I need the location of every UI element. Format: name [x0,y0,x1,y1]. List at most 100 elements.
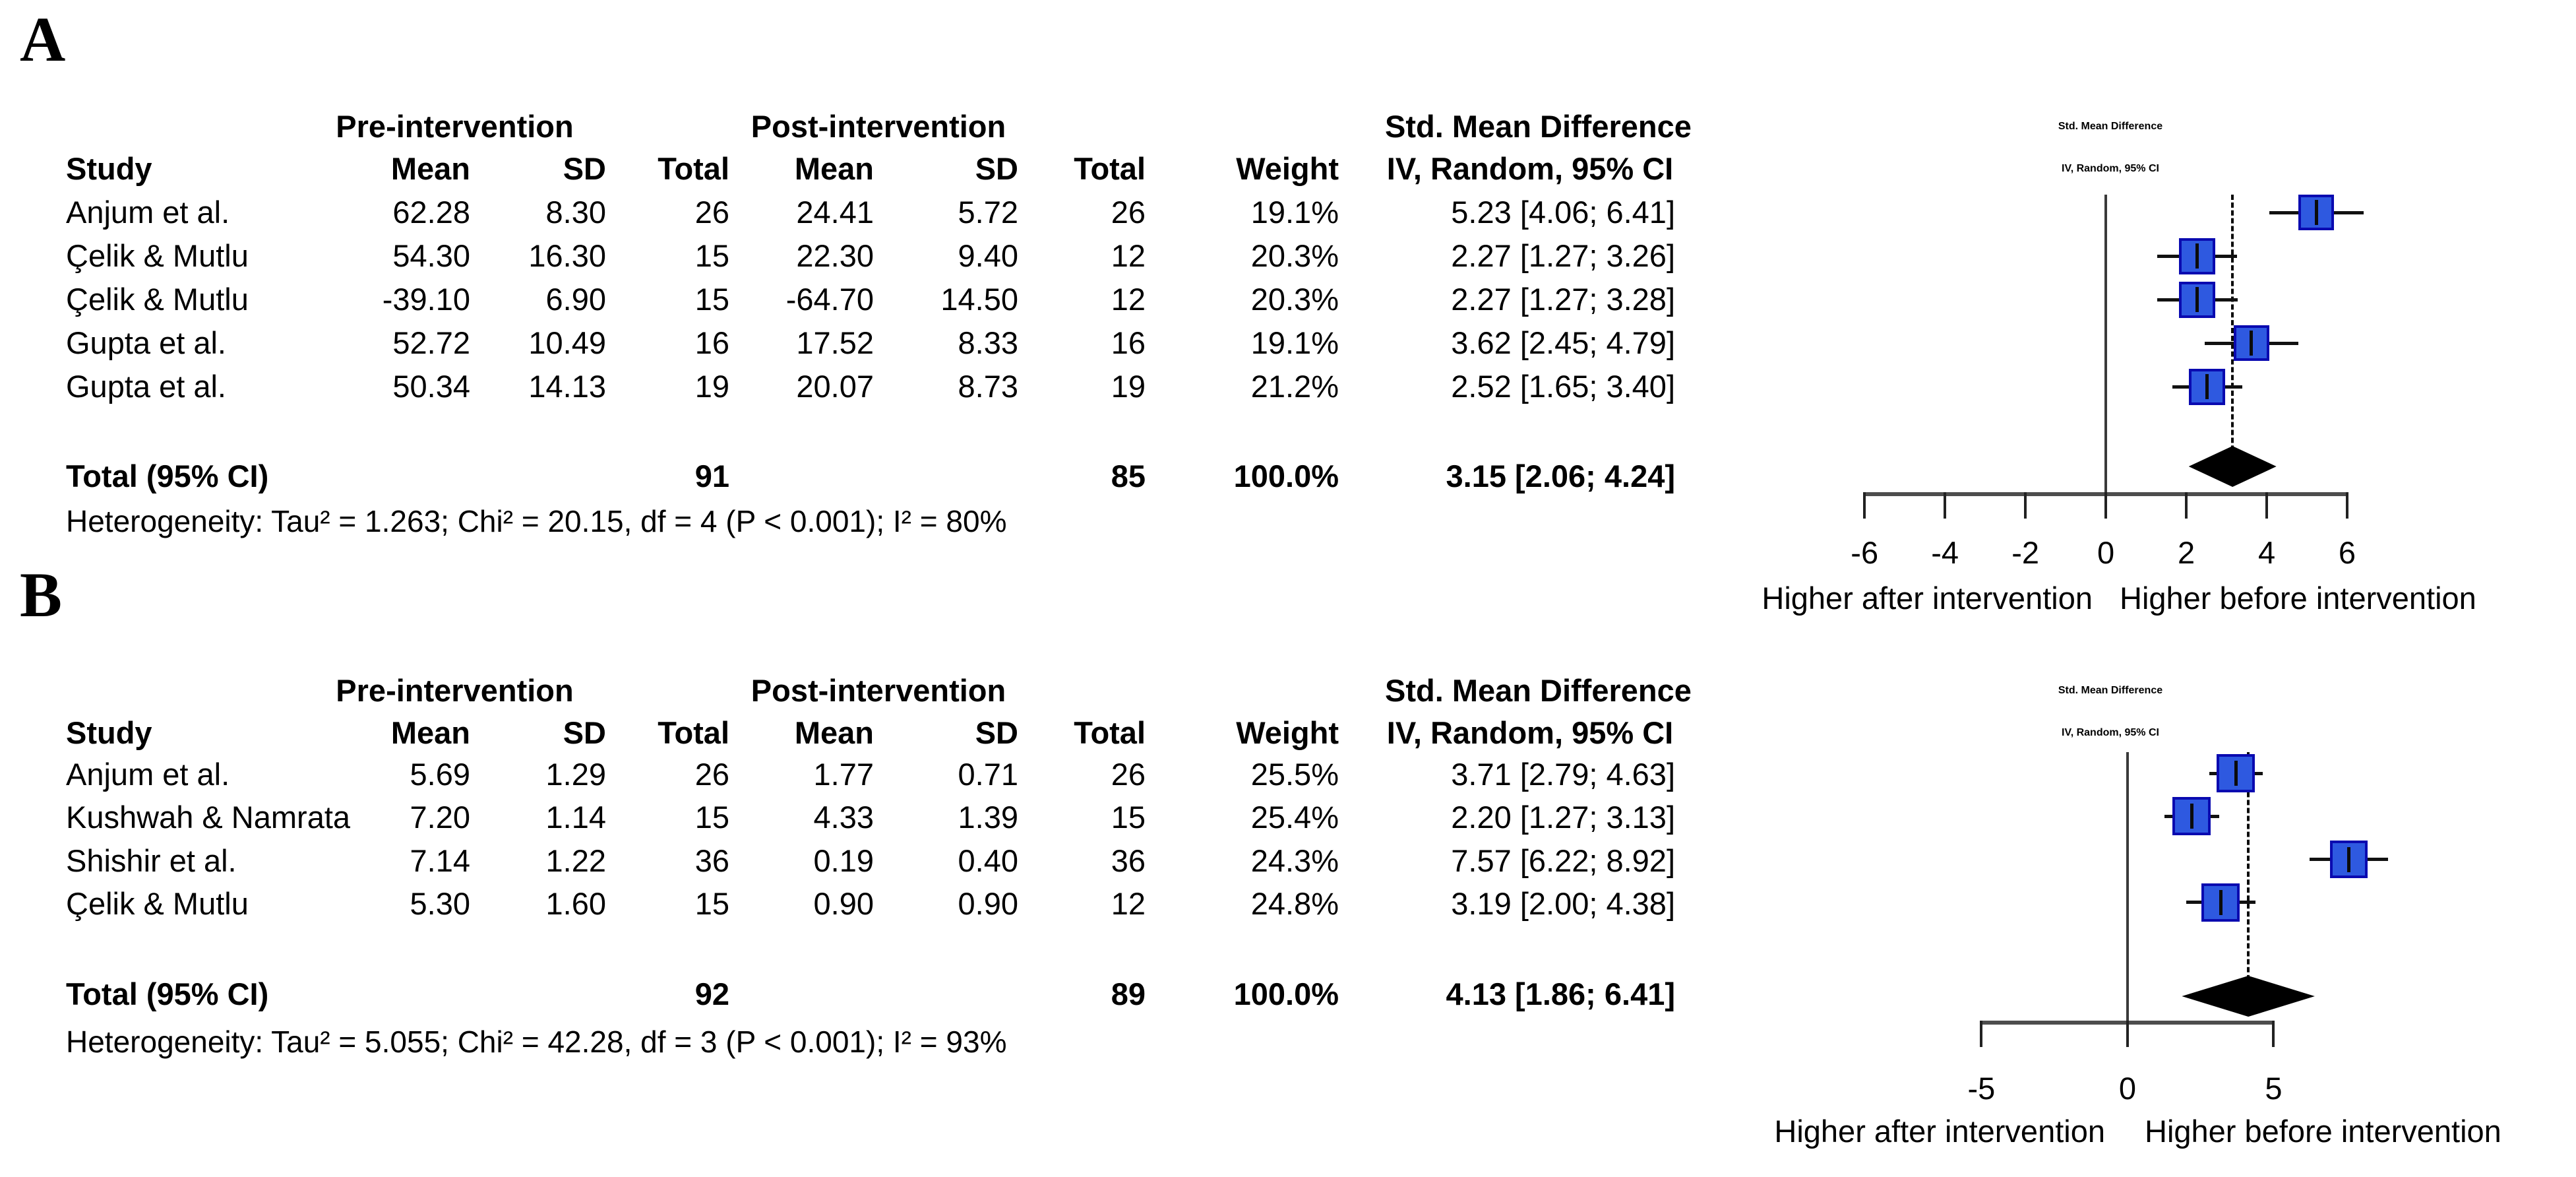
total-post-total: 89 [1111,976,1146,1011]
study-name: Çelik & Mutlu [66,238,249,273]
post-sd-value: 14.50 [940,282,1018,317]
group-header-row: Pre-intervention Post-intervention Std. … [0,109,1781,144]
post-sd-value: 9.40 [958,238,1018,273]
weight-value: 24.3% [1250,843,1339,878]
pre-sd-value: 6.90 [545,282,606,317]
pre-total-value: 26 [694,195,729,230]
panel-label-a: A [20,4,66,75]
pre-sd-value: 16.30 [528,238,606,273]
point-estimate-tick [2205,374,2209,399]
post-total-value: 26 [1111,195,1146,230]
post-intervention-header: Post-intervention [751,109,1006,144]
forest-plot-b: Higher after intervention Higher before … [1774,746,2576,1177]
pre-mean-value: 7.20 [410,800,470,835]
x-axis-tick [2024,492,2027,519]
panel-b: B Pre-intervention Post-intervention Std… [0,562,2576,1177]
smd-ci-text: 2.52 [1.65; 3.40] [1451,369,1675,404]
total-row: Total (95% CI) 92 89 100.0% 4.13 [1.86; … [0,976,1781,1012]
post-mean-value: 22.30 [796,238,874,273]
post-sd-value: 0.40 [958,843,1018,878]
pre-mean-value: 5.30 [410,885,470,921]
plot-model-header: IV, Random, 95% CI [2062,163,2159,174]
post-total-value: 19 [1111,369,1146,404]
x-axis-tick-label: -2 [2011,535,2040,570]
pre-total-value: 36 [694,843,729,878]
total-label: Total (95% CI) [66,976,269,1011]
pre-mean-value: 62.28 [392,195,470,230]
post-mean-value: -64.70 [785,282,874,317]
study-column-header: Study [66,715,152,750]
x-axis-tick [2346,492,2348,519]
post-mean-value: 20.07 [796,369,874,404]
forest-plot-a: Higher after intervention Higher before … [1762,185,2576,620]
post-mean-value: 24.41 [796,195,874,230]
total-smd-ci: 4.13 [1.86; 6.41] [1446,976,1676,1011]
pre-mean-value: 50.34 [392,369,470,404]
post-sd-value: 5.72 [958,195,1018,230]
x-axis-tick-label: 4 [2257,535,2276,570]
pre-mean-column-header: Mean [390,151,470,186]
post-sd-value: 0.71 [958,757,1018,792]
x-axis-tick-label: 0 [2118,1071,2136,1106]
post-mean-value: 1.77 [813,757,874,792]
weight-value: 24.8% [1250,885,1339,921]
pre-mean-value: 7.14 [410,843,470,878]
total-post-total: 85 [1111,459,1146,493]
point-estimate-tick [2195,287,2199,312]
x-axis-tick-label: -4 [1931,535,1959,570]
pre-total-value: 26 [694,757,729,792]
study-name: Kushwah & Namrata [66,800,351,835]
x-axis-tick [2272,1021,2275,1047]
zero-reference-line [2126,752,2129,1021]
study-name: Anjum et al. [66,195,230,230]
weight-column-header: Weight [1236,715,1339,750]
post-total-value: 16 [1111,325,1146,360]
table-row: Gupta et al. 52.72 10.49 16 17.52 8.33 1… [0,325,1781,361]
smd-column-header: Std. Mean Difference [1385,673,1692,708]
total-weight: 100.0% [1233,459,1339,493]
post-total-column-header: Total [1074,151,1146,186]
weight-value: 20.3% [1250,282,1339,317]
weight-value: 21.2% [1250,369,1339,404]
post-total-value: 12 [1111,282,1146,317]
pre-intervention-header: Pre-intervention [336,673,574,708]
x-axis-tick-label: -5 [1967,1071,1996,1106]
pre-mean-value: -39.10 [382,282,470,317]
pre-mean-value: 54.30 [392,238,470,273]
study-name: Shishir et al. [66,843,237,878]
weight-value: 25.5% [1250,757,1339,792]
pre-mean-column-header: Mean [390,715,470,750]
study-name: Anjum et al. [66,757,230,792]
axis-note-left: Higher after intervention [1762,581,2093,616]
post-sd-value: 8.73 [958,369,1018,404]
study-name: Gupta et al. [66,325,226,360]
smd-model-header: IV, Random, 95% CI [1386,151,1674,186]
total-row: Total (95% CI) 91 85 100.0% 3.15 [2.06; … [0,459,1781,494]
point-estimate-tick [2190,804,2193,829]
x-axis-tick [1863,492,1866,519]
x-axis-tick [1944,492,1947,519]
point-estimate-tick [2195,243,2199,269]
axis-note-right: Higher before intervention [2145,1114,2501,1149]
post-mean-value: 0.90 [813,885,874,921]
x-axis-tick-label: 2 [2177,535,2195,570]
plot-title: Std. Mean Difference [2058,685,2163,696]
post-total-value: 36 [1111,843,1146,878]
table-row: Anjum et al. 5.69 1.29 26 1.77 0.71 26 2… [0,757,1781,792]
column-header-row: Study Mean SD Total Mean SD Total Weight… [0,151,1781,187]
weight-value: 19.1% [1250,195,1339,230]
smd-ci-text: 3.62 [2.45; 4.79] [1451,325,1675,360]
post-mean-column-header: Mean [794,715,874,750]
pre-total-column-header: Total [658,151,729,186]
plot-title: Std. Mean Difference [2058,121,2163,132]
smd-model-header: IV, Random, 95% CI [1386,715,1674,750]
pooled-estimate-dashed-line [2231,195,2234,466]
weight-value: 25.4% [1250,800,1339,835]
pre-sd-value: 8.30 [545,195,606,230]
point-estimate-tick [2346,846,2350,872]
pre-mean-value: 52.72 [392,325,470,360]
post-sd-value: 1.39 [958,800,1018,835]
heterogeneity-row: Heterogeneity: Tau² = 5.055; Chi² = 42.2… [0,1024,1781,1060]
smd-ci-text: 5.23 [4.06; 6.41] [1451,195,1675,230]
x-axis-tick-label: -6 [1851,535,1879,570]
